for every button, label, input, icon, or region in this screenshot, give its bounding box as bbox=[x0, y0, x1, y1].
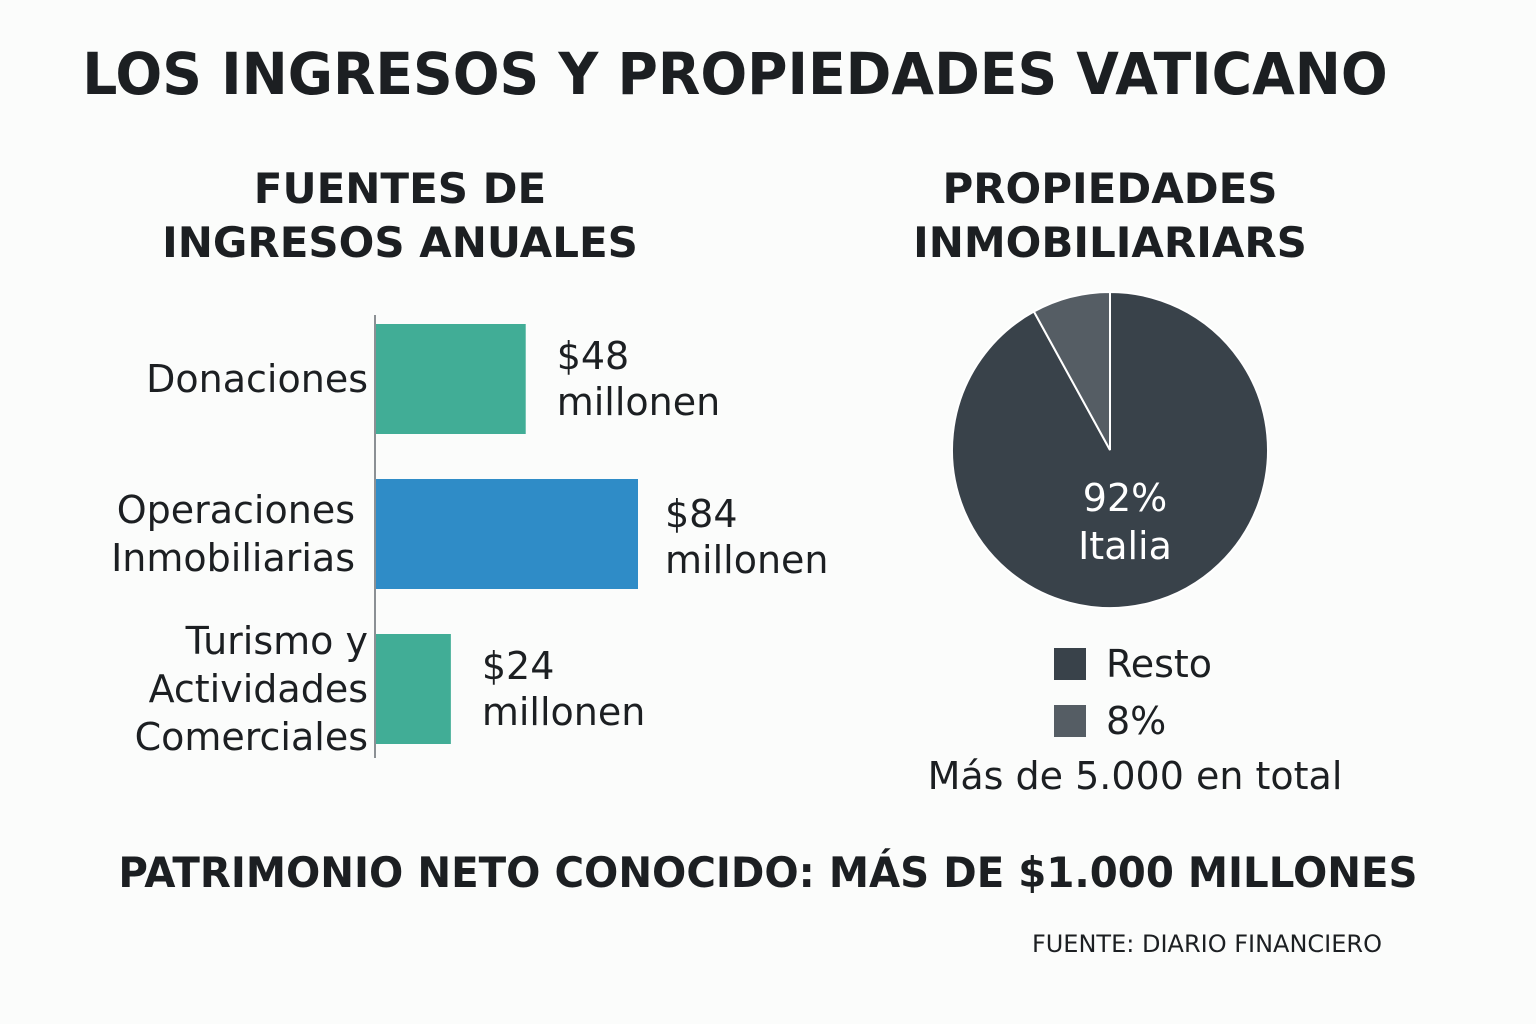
bar-category-donaciones: Donaciones bbox=[80, 355, 368, 403]
net-worth-footer: PATRIMONIO NETO CONOCIDO: MÁS DE $1.000 … bbox=[118, 848, 1418, 897]
bar-chart-title-line-2: INGRESOS ANUALES bbox=[162, 218, 638, 267]
legend-swatch-8-percent bbox=[1054, 705, 1086, 737]
legend-item-resto: Resto bbox=[1054, 642, 1213, 686]
bar-category-line: Turismo y bbox=[185, 619, 368, 663]
chart-title: LOS INGRESOS Y PROPIEDADES VATICANO bbox=[82, 40, 1388, 108]
legend-swatch-resto bbox=[1054, 648, 1086, 680]
pie-chart-title-line-1: PROPIEDADES bbox=[942, 164, 1278, 213]
bar-category-turismo-actividades-comerciales: Turismo y Actividades Comerciales bbox=[80, 617, 368, 761]
bar-category-line: Comerciales bbox=[134, 715, 368, 759]
bar-value-operaciones-inmobiliarias: $84 millonen bbox=[665, 491, 829, 583]
pie-slice-8-percent bbox=[1032, 290, 1111, 451]
bar-chart-title-line-1: FUENTES DE bbox=[253, 164, 547, 213]
bar-value-unit: millonen bbox=[665, 538, 829, 582]
source-note: FUENTE: DIARIO FINANCIERO bbox=[1031, 930, 1382, 958]
bar-turismo-actividades-comerciales bbox=[376, 634, 451, 744]
bar-category-line: Operaciones bbox=[116, 488, 355, 532]
pie-chart-title: PROPIEDADES INMOBILIARIARS bbox=[860, 162, 1360, 270]
bar-category-line: Actividades bbox=[148, 667, 368, 711]
bar-category-line: Donaciones bbox=[146, 357, 368, 401]
legend-label-resto: Resto bbox=[1106, 642, 1213, 686]
legend-item-8-percent: 8% bbox=[1054, 699, 1167, 743]
pie-slice-label-italia: 92% Italia bbox=[1030, 474, 1220, 570]
bar-value-donaciones: $48 millonen bbox=[557, 333, 721, 425]
bar-value-amount: $48 bbox=[556, 334, 630, 378]
bar-category-operaciones-inmobiliarias: Operaciones Inmobiliarias bbox=[80, 486, 355, 582]
pie-slice-name: Italia bbox=[1078, 524, 1172, 568]
bar-value-amount: $84 bbox=[665, 492, 738, 536]
bar-operaciones-inmobiliarias bbox=[376, 479, 638, 589]
pie-total-note: Más de 5.000 en total bbox=[927, 754, 1343, 798]
bar-category-line: Inmobiliarias bbox=[111, 536, 355, 580]
pie-slice-percent: 92% bbox=[1082, 476, 1168, 520]
bar-chart-title: FUENTES DE INGRESOS ANUALES bbox=[140, 162, 660, 270]
bar-value-unit: millonen bbox=[481, 690, 646, 734]
legend-label-8-percent: 8% bbox=[1106, 699, 1167, 743]
bar-value-turismo-actividades-comerciales: $24 millonen bbox=[482, 643, 646, 735]
pie-chart-title-line-2: INMOBILIARIARS bbox=[913, 218, 1307, 267]
bar-value-amount: $24 bbox=[481, 644, 555, 688]
bar-donaciones bbox=[376, 324, 526, 434]
bar-value-unit: millonen bbox=[556, 380, 721, 424]
